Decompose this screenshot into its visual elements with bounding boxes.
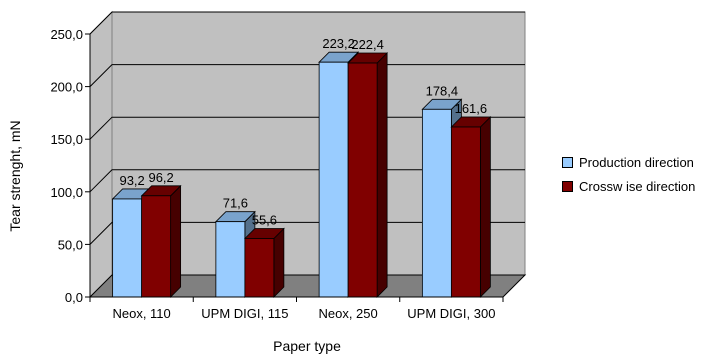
- bar-side: [376, 52, 388, 298]
- y-tick-label: 200,0: [50, 80, 83, 95]
- bars: [111, 51, 492, 298]
- y-tick-label: 100,0: [50, 185, 83, 200]
- bar: [347, 52, 389, 298]
- legend-swatch-crosswise: [562, 180, 573, 192]
- x-tick-label: Neox, 250: [318, 306, 377, 321]
- side-wall: [89, 10, 113, 299]
- legend-item-production: Production direction: [562, 150, 695, 174]
- legend-label-production: Production direction: [579, 154, 694, 170]
- data-label: 178,4: [426, 83, 459, 98]
- bar-side: [273, 227, 285, 298]
- gridline: [89, 11, 525, 35]
- y-tick-label: 0,0: [65, 290, 83, 305]
- legend-label-crosswise: Crossw ise direction: [579, 178, 696, 194]
- y-axis-title: Tear strenght, mN: [7, 120, 23, 231]
- x-tick-label: UPM DIGI, 115: [201, 306, 288, 321]
- data-label: 71,6: [223, 196, 248, 211]
- bar: [140, 184, 182, 298]
- data-label: 223,2: [322, 36, 355, 51]
- legend-swatch-production: [562, 156, 573, 168]
- bar: [450, 116, 492, 298]
- bar: [243, 227, 285, 298]
- legend: Production direction Crossw ise directio…: [562, 150, 695, 198]
- bar-side: [170, 184, 182, 298]
- bar-front: [421, 108, 452, 298]
- legend-item-crosswise: Crossw ise direction: [562, 174, 695, 198]
- data-label: 93,2: [119, 173, 144, 188]
- bar-front: [215, 221, 246, 298]
- bar-front: [141, 195, 172, 298]
- x-tick-label: UPM DIGI, 300: [407, 306, 495, 321]
- data-label: 96,2: [148, 170, 173, 185]
- data-label: 161,6: [455, 101, 488, 116]
- y-tick-label: 50,0: [58, 237, 83, 252]
- y-axis: 0,0 50,0 100,0 150,0 200,0 250,0: [50, 27, 91, 305]
- x-axis: Neox, 110 UPM DIGI, 115 Neox, 250 UPM DIGI,…: [89, 296, 504, 321]
- bar-front: [244, 238, 275, 298]
- data-label: 55,6: [252, 213, 277, 228]
- bar-side: [479, 116, 491, 298]
- x-axis-title: Paper type: [273, 338, 341, 354]
- y-tick-label: 150,0: [50, 132, 83, 147]
- bar-front: [347, 62, 378, 298]
- y-tick-label: 250,0: [50, 27, 83, 42]
- x-tick-label: Neox, 110: [112, 306, 170, 321]
- bar-front: [318, 61, 349, 298]
- data-label: 222,4: [351, 37, 384, 52]
- bar-front: [112, 198, 143, 298]
- bar-front: [450, 126, 481, 298]
